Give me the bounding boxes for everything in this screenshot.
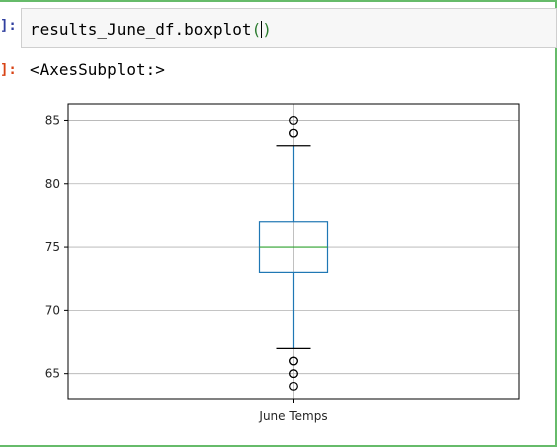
y-tick-label-85: 85: [45, 113, 60, 127]
y-axis-ticks: 65 70 75 80 85: [45, 113, 68, 381]
y-tick-label-70: 70: [45, 303, 60, 317]
y-tick-label-75: 75: [45, 240, 60, 254]
outlier-point-0: [289, 381, 298, 391]
input-prompt: ]:: [0, 18, 17, 34]
code-line[interactable]: results_June_df.boxplot(): [30, 20, 272, 39]
outlier-point-7: [289, 116, 298, 125]
text-cursor: [261, 21, 263, 38]
x-tick-label: June Temps: [258, 409, 327, 423]
outlier-point-2: [289, 369, 298, 379]
code-open-paren: (: [251, 20, 262, 39]
output-prompt: ]:: [0, 62, 17, 78]
y-tick-label-65: 65: [45, 367, 60, 381]
code-input-area[interactable]: results_June_df.boxplot(): [21, 8, 557, 48]
outlier-point-6: [289, 128, 298, 138]
output-repr: <AxesSubplot:>: [30, 60, 165, 79]
outlier-point-4: [289, 356, 298, 366]
code-text: results_June_df.boxplot: [30, 20, 252, 39]
code-close-paren: ): [262, 20, 272, 39]
y-tick-label-80: 80: [45, 177, 60, 191]
outlier-group: [289, 116, 298, 391]
x-axis-ticks: June Temps: [258, 399, 328, 423]
box-group: [258, 145, 329, 349]
